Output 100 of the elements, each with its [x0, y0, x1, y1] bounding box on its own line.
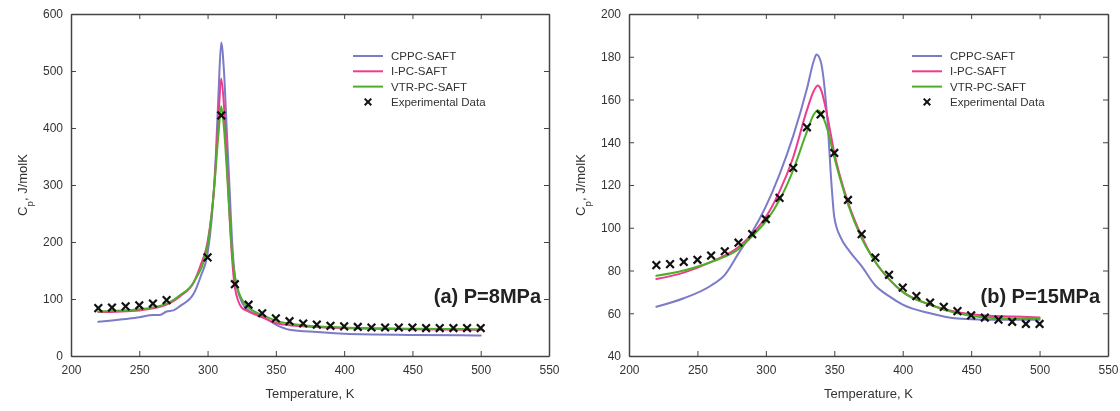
point: [966, 310, 977, 321]
point: [134, 300, 145, 311]
point: [243, 299, 254, 310]
y-tick-label: 500: [42, 64, 64, 79]
y-tick-label: 100: [600, 221, 622, 236]
y-tick-label: 140: [600, 135, 622, 150]
x-tick-label: 200: [61, 362, 82, 377]
x-tick-label: 550: [1098, 362, 1119, 377]
y-tick-label: 100: [42, 292, 64, 307]
x-axis-title: Temperature, K: [824, 386, 914, 401]
legend-label: CPPC-SAFT: [950, 50, 1016, 62]
point: [911, 291, 922, 302]
x-tick-label: 350: [824, 362, 846, 377]
x-tick-label: 250: [687, 362, 709, 377]
y-tick-label: 60: [607, 306, 622, 321]
legend-label: I-PC-SAFT: [391, 65, 448, 78]
y-tick-label: 40: [607, 349, 622, 364]
point: [380, 322, 391, 333]
point: [747, 229, 758, 240]
point: [952, 306, 963, 317]
point: [298, 318, 309, 329]
point: [801, 122, 812, 133]
y-tick-label: 200: [600, 7, 622, 22]
point: [651, 260, 662, 271]
point: [884, 269, 894, 280]
point: [352, 322, 363, 332]
point: [1034, 319, 1045, 329]
point: [148, 298, 158, 309]
point: [325, 320, 336, 331]
point: [161, 295, 172, 306]
point: [202, 252, 213, 263]
y-tick-label: 400: [42, 121, 64, 136]
x-tick-label: 400: [334, 362, 355, 377]
point: [311, 319, 322, 330]
point: [979, 312, 990, 323]
point: [760, 214, 771, 225]
point: [93, 303, 104, 314]
x-tick-label: 550: [539, 362, 560, 377]
point: [462, 323, 472, 333]
point: [788, 162, 799, 173]
point: [257, 308, 268, 319]
point: [1007, 316, 1018, 327]
point: [815, 109, 826, 120]
point: [719, 246, 730, 257]
point: [938, 301, 949, 312]
y-tick-label: 300: [42, 178, 64, 193]
point: [993, 314, 1004, 325]
point: [475, 323, 486, 333]
point: [678, 257, 689, 267]
point: [229, 279, 240, 290]
y-tick-label: 600: [42, 7, 64, 22]
y-tick-label: 0: [56, 349, 64, 364]
point: [692, 254, 703, 265]
point: [856, 229, 867, 240]
y-tick-label: 120: [600, 178, 622, 193]
point: [284, 316, 295, 327]
y-tick-label: 80: [607, 263, 622, 278]
legend-label: CPPC-SAFT: [391, 50, 457, 62]
point: [665, 259, 675, 270]
point: [393, 322, 404, 333]
x-tick-label: 250: [129, 362, 151, 377]
x-tick-label: 200: [619, 362, 640, 377]
point: [120, 301, 131, 312]
y-tick-label: 200: [42, 235, 64, 250]
point: [870, 252, 881, 263]
point: [774, 192, 785, 203]
y-tick-label: 160: [600, 92, 622, 107]
point: [448, 323, 459, 333]
point: [407, 322, 418, 333]
point: [339, 321, 350, 332]
legend-label: Experimental Data: [391, 95, 487, 108]
point: [421, 323, 432, 333]
point: [1020, 319, 1031, 329]
point: [733, 237, 744, 248]
x-tick-label: 300: [198, 362, 219, 377]
point: [107, 302, 117, 313]
y-tick-label: 180: [600, 50, 622, 65]
point: [897, 282, 908, 293]
legend-label: Experimental Data: [950, 95, 1046, 108]
x-tick-label: 450: [961, 362, 982, 377]
point: [829, 148, 840, 158]
x-tick-label: 400: [893, 362, 914, 377]
x-tick-label: 300: [756, 362, 777, 377]
x-tick-label: 450: [402, 362, 424, 377]
x-axis-title: Temperature, K: [265, 386, 355, 401]
legend-label: I-PC-SAFT: [950, 65, 1007, 78]
point: [270, 313, 281, 324]
point: [925, 297, 936, 308]
x-tick-label: 500: [471, 362, 492, 377]
annotation: (a) P=8MPa: [433, 285, 542, 307]
x-tick-label: 500: [1030, 362, 1051, 377]
point: [843, 195, 853, 205]
point: [706, 250, 717, 261]
legend-label: VTR-PC-SAFT: [391, 80, 468, 93]
point: [434, 323, 445, 333]
point: [366, 322, 377, 333]
legend-label: VTR-PC-SAFT: [950, 80, 1027, 93]
x-tick-label: 350: [266, 362, 287, 377]
annotation: (b) P=15MPa: [980, 285, 1101, 307]
point: [216, 110, 227, 121]
